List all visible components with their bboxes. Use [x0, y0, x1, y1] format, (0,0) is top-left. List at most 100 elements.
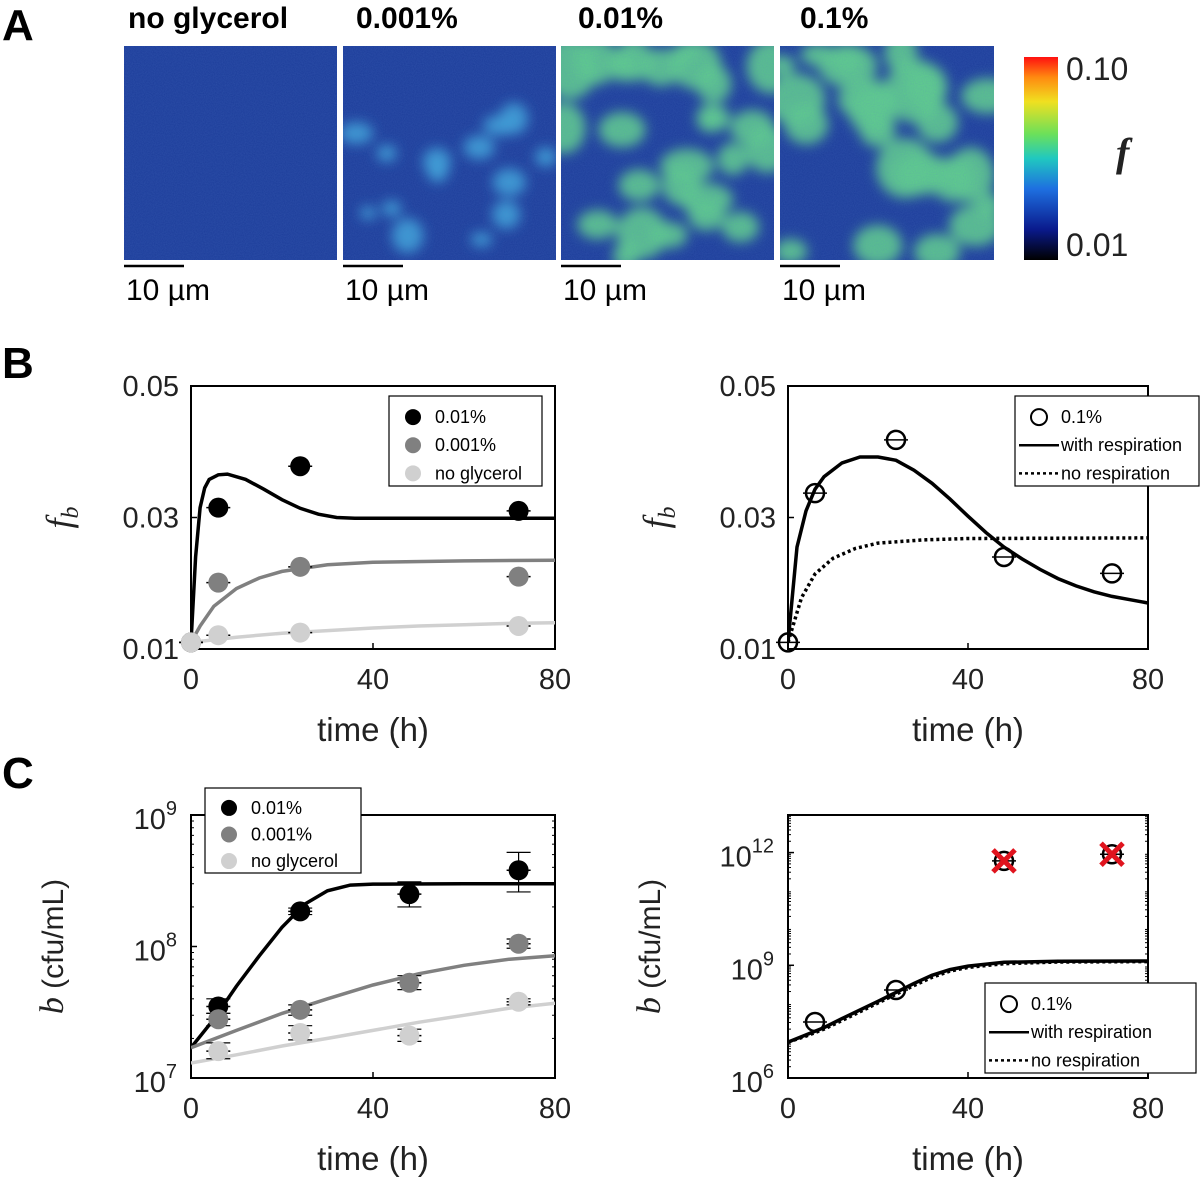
scale-bar-label: 10 µm	[782, 274, 866, 307]
data-point	[290, 901, 311, 922]
y-tick-label: 107	[134, 1061, 177, 1099]
image-tile-3	[561, 46, 774, 260]
y-tick-label: 0.05	[123, 371, 179, 403]
legend-marker	[405, 409, 421, 426]
data-point	[290, 456, 311, 477]
legend-marker	[221, 826, 237, 843]
x-tick-label: 0	[183, 1093, 199, 1125]
y-axis-title: b (cfu/mL)	[34, 879, 71, 1014]
legend: 0.01% 0.001% no glycerol	[388, 395, 543, 487]
fit-line-0-01-	[191, 472, 555, 643]
charts: 0 40 80 time (h) 0.01 0.03 0.05 fb 0.01% 0.001% no…	[34, 371, 1200, 1177]
legend-label: 0.1%	[1061, 407, 1102, 427]
colorbar	[1024, 57, 1058, 260]
legend-label: no glycerol	[435, 463, 522, 483]
legend-marker	[1030, 408, 1048, 427]
data-point	[804, 1011, 826, 1033]
fit-line-0-001-	[191, 558, 555, 644]
colorbar-min-label: 0.01	[1066, 227, 1128, 263]
y-axis-title: fb	[39, 506, 84, 528]
x-tick-label: 80	[539, 1093, 571, 1125]
x-axis-title: time (h)	[317, 711, 429, 748]
x-axis-title: time (h)	[317, 1140, 429, 1177]
legend-box	[984, 982, 1197, 1074]
data-point	[290, 999, 311, 1020]
data-point	[1101, 844, 1123, 865]
data-point	[290, 1022, 311, 1043]
data-point	[208, 497, 229, 518]
data-point	[508, 860, 529, 881]
plot-area	[788, 455, 1148, 643]
scale-bar-label: 10 µm	[126, 274, 210, 307]
x-tick-label: 80	[1132, 1093, 1164, 1125]
noise-overlay	[343, 46, 556, 260]
legend-label: 0.1%	[1031, 994, 1072, 1014]
image-title-3: 0.01%	[578, 2, 663, 35]
chart-b_left: 0 40 80 time (h) 0.01 0.03 0.05 fb 0.01% 0.001% no…	[39, 371, 571, 748]
fit-line-0-01-	[191, 882, 555, 1049]
noise-overlay	[780, 46, 994, 260]
legend-marker	[405, 465, 421, 482]
data-point	[508, 615, 529, 636]
panel-letter-b: B	[2, 339, 34, 388]
y-tick-label: 109	[134, 798, 177, 836]
legend-label: 0.001%	[435, 435, 496, 455]
y-axis-title: fb	[636, 506, 681, 528]
data-point	[885, 979, 907, 1001]
image-tile-2	[343, 46, 556, 260]
plot-area	[191, 472, 555, 645]
image-title-1: no glycerol	[128, 2, 288, 35]
y-tick-label: 0.03	[720, 503, 776, 535]
data-point	[993, 850, 1015, 872]
data-point	[399, 1025, 420, 1046]
fit-line-0-001-	[191, 954, 555, 1050]
scale-bar-label: 10 µm	[563, 274, 647, 307]
legend-label: with respiration	[1060, 435, 1182, 455]
scale-bar-label: 10 µm	[345, 274, 429, 307]
data-point	[208, 572, 229, 593]
y-tick-label: 109	[731, 948, 774, 986]
chart-b_right: 0 40 80 time (h) 0.01 0.03 0.05 fb 0.1% with resp…	[636, 371, 1200, 748]
x-tick-label: 80	[539, 664, 571, 696]
data-point	[290, 622, 311, 643]
legend-marker	[1000, 995, 1018, 1014]
data-point	[399, 972, 420, 993]
x-axis-title: time (h)	[912, 1140, 1024, 1177]
data-point	[181, 632, 201, 653]
x-tick-label: 40	[357, 664, 389, 696]
data-point	[208, 625, 229, 646]
legend-marker	[221, 853, 237, 870]
y-tick-label: 0.01	[720, 634, 776, 666]
y-axis-title: b (cfu/mL)	[631, 879, 668, 1014]
legend: 0.01% 0.001% no glycerol	[204, 787, 362, 874]
data-point	[399, 884, 420, 905]
image-tile-1	[124, 46, 337, 260]
data-point	[508, 933, 529, 954]
legend-label: 0.01%	[435, 407, 486, 427]
y-tick-label: 1012	[719, 836, 774, 874]
excluded-mark	[991, 848, 1017, 874]
data-point	[508, 500, 529, 521]
x-tick-label: 40	[357, 1093, 389, 1125]
legend-label: 0.01%	[251, 798, 302, 818]
y-tick-label: 0.01	[123, 634, 179, 666]
legend-label: no glycerol	[251, 851, 338, 871]
legend-label: with respiration	[1030, 1022, 1152, 1042]
data-point	[508, 566, 529, 587]
excluded-mark	[1099, 841, 1125, 868]
noise-overlay	[124, 46, 337, 260]
fit-line-with-respiration	[788, 455, 1148, 643]
image-title-2: 0.001%	[356, 2, 458, 35]
fit-line-no-glycerol	[191, 1001, 555, 1065]
legend-box	[1014, 395, 1200, 487]
data-point	[1101, 563, 1123, 584]
x-tick-label: 40	[952, 664, 984, 696]
data-point	[290, 556, 311, 577]
data-point	[208, 1009, 229, 1030]
legend-label: no respiration	[1031, 1050, 1140, 1070]
x-tick-label: 0	[183, 664, 199, 696]
x-tick-label: 80	[1132, 664, 1164, 696]
image-tile-4	[780, 46, 994, 260]
panel-a-images: no glycerol 10 µm 0.001% 10 µm 0.01% 10 µm 0.1…	[124, 2, 994, 307]
